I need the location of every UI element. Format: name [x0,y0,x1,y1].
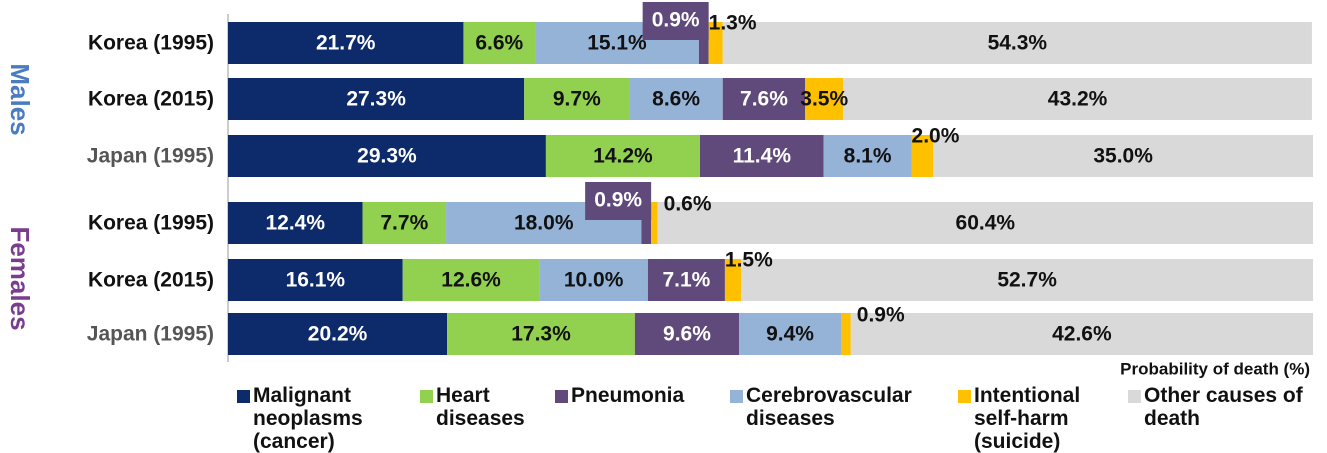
legend-label: Other causes of death [1144,384,1303,430]
value-label: 0.9% [594,189,642,212]
value-label: 9.7% [553,88,601,111]
value-label: 27.3% [346,88,406,111]
value-label: 54.3% [988,32,1048,55]
bar-segment [722,78,806,120]
value-label: 15.1% [587,32,647,55]
bar-segment [634,313,740,355]
value-label: 52.7% [997,269,1057,292]
bar-segment [741,259,1313,301]
value-label-box [585,182,652,220]
bar-segment [657,202,1313,244]
legend-label: Pneumonia [571,384,685,407]
bar-segment [698,22,709,64]
bar-segment [699,135,824,177]
bar-segment [362,202,447,244]
bar-segment [722,22,1312,64]
value-label: 16.1% [286,269,346,292]
value-label: 42.6% [1052,323,1112,346]
group-label: Males [5,63,35,135]
value-label: 2.0% [912,125,960,148]
group-label: Females [5,226,35,330]
legend-swatch [1128,390,1141,403]
bar-segment [843,78,1312,120]
x-axis-label: Probability of death (%) [1120,359,1310,378]
bar-segment [805,78,844,120]
legend-swatch [237,390,250,403]
bar-segment [724,259,742,301]
value-label: 0.9% [652,9,700,32]
bar-segment [228,78,525,120]
value-label: 7.6% [740,88,788,111]
value-label: 7.7% [380,212,428,235]
bar-segment [228,259,403,301]
bar-segment [911,135,934,177]
value-label-box [642,2,709,40]
value-label: 10.0% [564,269,624,292]
bar-segment [841,313,851,355]
bar-segment [739,313,842,355]
value-label: 21.7% [316,32,376,55]
value-label: 8.6% [652,88,700,111]
bar-segment [402,259,540,301]
category-label: Korea (1995) [88,32,214,55]
value-label: 7.1% [662,269,710,292]
value-label: 35.0% [1093,145,1153,168]
legend-swatch [730,390,743,403]
bar-segment [651,202,658,244]
bar-segment [823,135,912,177]
category-label: Korea (1995) [88,212,214,235]
bar-segment [463,22,536,64]
legend-swatch [555,390,568,403]
value-label: 12.6% [441,269,501,292]
category-label: Japan (1995) [87,323,214,346]
bar-segment [228,22,464,64]
category-label: Korea (2015) [88,269,214,292]
value-label: 12.4% [265,212,325,235]
value-label: 1.3% [709,12,757,35]
value-label: 14.2% [593,145,653,168]
category-label: Japan (1995) [87,145,214,168]
legend-label: Cerebrovascular diseases [746,384,912,430]
bar-segment [228,313,448,355]
bar-segment [641,202,652,244]
legend-swatch [958,390,971,403]
bar-segment [447,313,635,355]
value-label: 6.6% [475,32,523,55]
bar-segment [228,202,363,244]
value-label: 43.2% [1048,88,1108,111]
value-label: 8.1% [844,145,892,168]
bar-segment [850,313,1313,355]
value-label: 18.0% [514,212,574,235]
bar-segment [708,22,723,64]
value-label: 20.2% [308,323,368,346]
value-label: 9.6% [663,323,711,346]
bar-segment [545,135,700,177]
value-label: 0.9% [857,304,905,327]
bar-segment [933,135,1313,177]
legend-label: Intentional self-harm (suicide) [974,384,1081,453]
value-label: 60.4% [956,212,1016,235]
value-label: 17.3% [511,323,571,346]
bar-segment [228,135,546,177]
bar-segment [524,78,630,120]
legend-label: Malignant neoplasms (cancer) [253,384,363,453]
bar-segment [629,78,723,120]
value-label: 0.6% [664,193,712,216]
value-label: 29.3% [357,145,417,168]
bar-segment [647,259,725,301]
value-label: 1.5% [725,249,773,272]
bar-segment [539,259,648,301]
value-label: 3.5% [800,88,848,111]
value-label: 9.4% [766,323,814,346]
legend-swatch [420,390,433,403]
value-label: 11.4% [733,145,792,168]
legend-label: Heart diseases [436,384,525,430]
category-label: Korea (2015) [88,88,214,111]
